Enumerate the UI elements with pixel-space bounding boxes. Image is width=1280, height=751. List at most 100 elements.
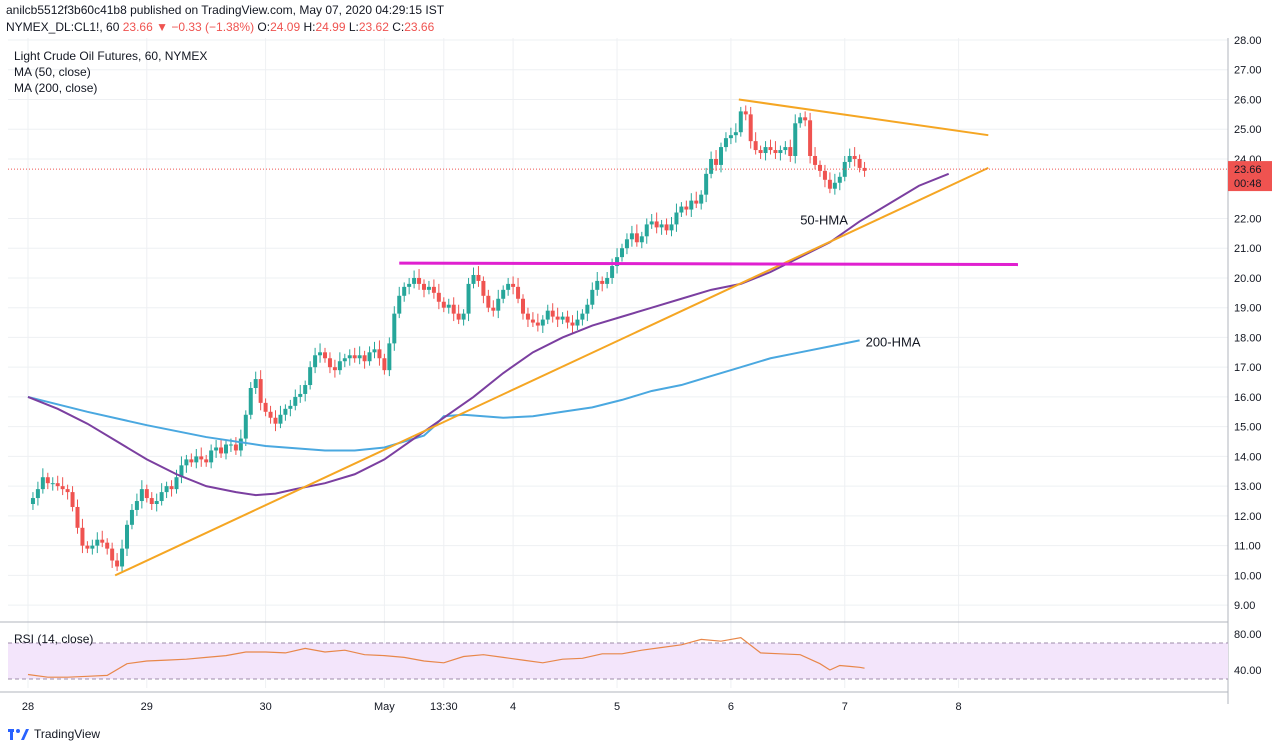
- candle-body[interactable]: [570, 322, 575, 326]
- candle-body[interactable]: [80, 527, 85, 546]
- candle-body[interactable]: [308, 367, 313, 386]
- candle-body[interactable]: [461, 313, 466, 320]
- candle-body[interactable]: [337, 361, 342, 371]
- candle-body[interactable]: [352, 355, 357, 359]
- candle-body[interactable]: [456, 313, 461, 320]
- candle-body[interactable]: [129, 509, 134, 525]
- candle-body[interactable]: [540, 319, 545, 326]
- hma50-line[interactable]: [27, 172, 950, 497]
- candle-body[interactable]: [412, 277, 417, 284]
- candle-body[interactable]: [803, 117, 808, 121]
- candle-body[interactable]: [476, 274, 481, 281]
- candle-body[interactable]: [813, 156, 818, 165]
- candle-body[interactable]: [347, 355, 352, 359]
- candle-body[interactable]: [174, 477, 179, 490]
- candle-body[interactable]: [95, 539, 100, 546]
- candle-body[interactable]: [120, 548, 125, 567]
- candle-body[interactable]: [397, 295, 402, 314]
- candle-body[interactable]: [511, 283, 516, 287]
- candle-body[interactable]: [689, 200, 694, 210]
- candle-body[interactable]: [506, 283, 511, 290]
- candle-body[interactable]: [535, 322, 540, 326]
- candle-body[interactable]: [233, 444, 238, 451]
- candle-body[interactable]: [822, 170, 827, 180]
- candle-body[interactable]: [228, 444, 233, 446]
- candle-body[interactable]: [219, 447, 224, 454]
- candle-body[interactable]: [714, 158, 719, 165]
- candle-body[interactable]: [134, 501, 139, 510]
- candle-body[interactable]: [837, 176, 842, 183]
- candle-body[interactable]: [521, 298, 525, 314]
- candle-body[interactable]: [278, 414, 283, 424]
- candle-body[interactable]: [580, 313, 585, 320]
- candle-body[interactable]: [159, 492, 164, 502]
- candle-body[interactable]: [248, 388, 253, 415]
- candle-body[interactable]: [832, 182, 837, 189]
- tradingview-logo[interactable]: TradingView: [8, 727, 100, 741]
- candle-body[interactable]: [733, 132, 738, 136]
- candle-body[interactable]: [555, 316, 560, 320]
- candle-body[interactable]: [644, 224, 649, 237]
- candle-body[interactable]: [852, 156, 857, 159]
- candle-body[interactable]: [590, 289, 595, 305]
- candle-body[interactable]: [50, 483, 55, 485]
- candle-body[interactable]: [75, 506, 80, 528]
- candle-body[interactable]: [332, 367, 337, 371]
- candle-body[interactable]: [323, 352, 327, 359]
- candle-body[interactable]: [327, 358, 332, 368]
- candle-body[interactable]: [629, 233, 634, 240]
- candle-body[interactable]: [154, 501, 159, 504]
- candle-body[interactable]: [798, 117, 803, 124]
- candle-body[interactable]: [357, 355, 362, 359]
- candle-body[interactable]: [253, 379, 258, 388]
- candle-body[interactable]: [318, 352, 323, 356]
- candle-body[interactable]: [65, 489, 70, 493]
- candle-body[interactable]: [288, 405, 293, 409]
- candle-body[interactable]: [466, 283, 471, 314]
- candle-body[interactable]: [362, 355, 367, 362]
- trendline-rising-support[interactable]: [114, 166, 989, 577]
- candle-body[interactable]: [387, 343, 392, 371]
- candle-body[interactable]: [723, 138, 728, 148]
- candle-body[interactable]: [243, 414, 248, 439]
- candle-body[interactable]: [402, 286, 407, 296]
- candle-body[interactable]: [610, 266, 615, 278]
- candle-body[interactable]: [595, 280, 600, 290]
- candle-body[interactable]: [298, 393, 303, 397]
- candle-body[interactable]: [738, 111, 743, 133]
- candle-body[interactable]: [30, 498, 35, 504]
- candle-body[interactable]: [709, 158, 714, 174]
- candle-body[interactable]: [224, 444, 228, 454]
- candle-body[interactable]: [728, 135, 733, 139]
- candle-body[interactable]: [342, 358, 347, 362]
- candle-body[interactable]: [862, 167, 867, 171]
- candle-body[interactable]: [679, 206, 684, 213]
- candle-body[interactable]: [704, 173, 709, 195]
- candle-body[interactable]: [565, 316, 570, 323]
- candle-body[interactable]: [699, 194, 704, 204]
- candle-body[interactable]: [778, 150, 783, 154]
- candle-body[interactable]: [550, 310, 555, 317]
- candle-body[interactable]: [600, 280, 605, 284]
- candle-body[interactable]: [758, 150, 763, 154]
- candle-body[interactable]: [773, 150, 778, 154]
- candle-body[interactable]: [85, 545, 90, 549]
- candle-body[interactable]: [827, 179, 832, 189]
- candle-body[interactable]: [164, 486, 169, 493]
- candle-body[interactable]: [605, 277, 610, 284]
- hma200-line[interactable]: [27, 339, 860, 452]
- candle-body[interactable]: [125, 524, 129, 549]
- trendline-horizontal-resistance[interactable]: [399, 261, 1019, 267]
- candle-body[interactable]: [431, 286, 436, 293]
- candle-body[interactable]: [530, 319, 535, 323]
- candle-body[interactable]: [313, 355, 318, 368]
- candle-body[interactable]: [694, 200, 699, 204]
- candle-body[interactable]: [139, 489, 144, 502]
- candle-body[interactable]: [560, 316, 565, 320]
- candle-body[interactable]: [659, 224, 664, 228]
- candle-body[interactable]: [372, 349, 377, 353]
- candle-body[interactable]: [426, 286, 431, 290]
- candle-body[interactable]: [40, 477, 45, 490]
- candle-body[interactable]: [818, 164, 822, 171]
